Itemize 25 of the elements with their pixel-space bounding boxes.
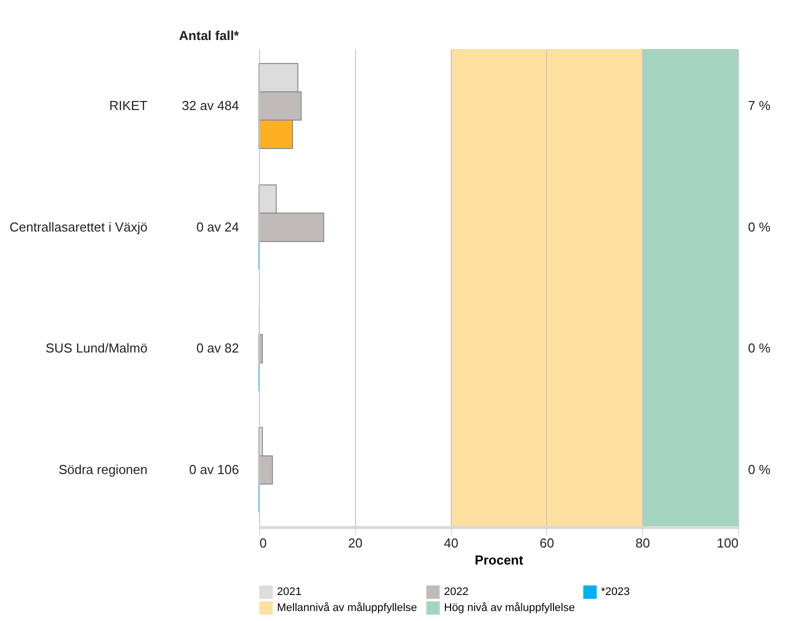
x-tick-label: 0	[260, 536, 267, 550]
data-label: 0 %	[748, 219, 771, 234]
y-tick-label: Centrallasarettet i Växjö	[9, 219, 148, 234]
x-axis-title: Procent	[474, 552, 524, 568]
x-tick-label: 80	[635, 536, 650, 550]
legend-label: Mellannivå av måluppfyllelse	[277, 602, 418, 614]
x-tick-label: 20	[348, 536, 363, 550]
x-tick-label: 60	[540, 536, 554, 550]
data-label: 7 %	[748, 98, 771, 114]
text: 0 av 106	[189, 462, 239, 477]
text: 0 av 24	[196, 219, 239, 234]
legend-label: *2023	[601, 586, 630, 598]
text: 32 av 484	[182, 98, 239, 114]
x-tick-label: 100	[716, 536, 738, 550]
y-tick-label: Södra regionen	[58, 462, 148, 477]
legend-label: 2021	[277, 586, 302, 598]
x-tick-label: 40	[444, 536, 458, 550]
data-label: 0 %	[748, 340, 771, 356]
text: Antal fall*	[179, 28, 240, 43]
legend-label: Hög nivå av måluppfyllelse	[444, 602, 575, 614]
text: 0 av 82	[196, 340, 239, 356]
legend-label: 2022	[444, 586, 468, 598]
data-label: 0 %	[748, 462, 771, 477]
y-tick-label: RIKET	[109, 98, 148, 114]
y-tick-label: SUS Lund/Malmö	[46, 340, 148, 356]
